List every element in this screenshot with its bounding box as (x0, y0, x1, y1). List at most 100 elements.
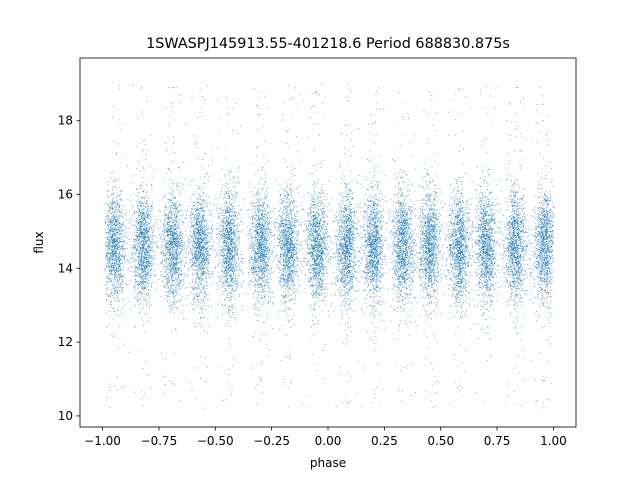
scatter-point (119, 217, 121, 219)
scatter-point (135, 275, 137, 277)
scatter-point (135, 254, 136, 255)
scatter-point (139, 230, 141, 231)
scatter-point (107, 266, 109, 268)
scatter-point (176, 257, 178, 259)
scatter-point (142, 215, 144, 217)
scatter-point (199, 176, 201, 178)
scatter-point (166, 269, 168, 271)
scatter-point (160, 352, 162, 354)
scatter-point (203, 303, 205, 304)
scatter-point (115, 290, 117, 291)
scatter-point (169, 246, 171, 248)
scatter-point (144, 253, 146, 255)
scatter-point (200, 377, 201, 379)
scatter-point (139, 232, 141, 234)
scatter-point (147, 320, 148, 322)
scatter-point (197, 288, 198, 290)
scatter-point (115, 251, 117, 252)
scatter-point (146, 274, 148, 275)
scatter-point (169, 199, 171, 201)
scatter-point (122, 249, 124, 251)
scatter-point (197, 229, 198, 231)
scatter-point (113, 230, 115, 232)
scatter-point (173, 228, 175, 230)
scatter-point (115, 216, 117, 218)
scatter-point (233, 278, 234, 280)
scatter-point (118, 265, 120, 267)
scatter-point (199, 203, 201, 205)
scatter-point (110, 226, 112, 227)
scatter-point (134, 286, 136, 288)
scatter-point (164, 226, 165, 228)
scatter-point (163, 223, 165, 225)
scatter-point (150, 260, 152, 262)
scatter-point (201, 96, 203, 97)
scatter-point (115, 206, 116, 208)
scatter-point (176, 245, 178, 247)
scatter-point (165, 276, 167, 278)
scatter-point (179, 282, 181, 284)
scatter-point (183, 214, 184, 216)
scatter-point (227, 269, 228, 271)
scatter-point (106, 289, 108, 290)
scatter-point (141, 233, 143, 235)
scatter-point (199, 277, 201, 279)
scatter-point (114, 243, 116, 245)
scatter-point (205, 195, 207, 197)
scatter-point (178, 227, 180, 229)
scatter-point (234, 198, 236, 200)
scatter-point (144, 255, 146, 257)
scatter-point (140, 268, 141, 270)
scatter-point (228, 270, 229, 271)
scatter-point (146, 292, 148, 294)
scatter-point (148, 244, 150, 245)
scatter-point (137, 273, 139, 274)
scatter-point (224, 270, 225, 272)
scatter-point (201, 207, 202, 209)
scatter-point (137, 199, 139, 201)
scatter-point (231, 274, 233, 275)
scatter-point (116, 297, 118, 299)
scatter-point (140, 281, 142, 283)
scatter-point (115, 221, 117, 223)
scatter-point (120, 266, 122, 268)
scatter-point (210, 214, 212, 216)
scatter-point (120, 223, 121, 225)
scatter-point (135, 290, 137, 292)
scatter-point (113, 219, 114, 221)
scatter-point (146, 205, 148, 207)
scatter-point (141, 281, 143, 282)
scatter-point (143, 281, 145, 283)
scatter-point (175, 218, 176, 220)
scatter-point (111, 253, 113, 255)
scatter-point (226, 182, 228, 184)
scatter-point (156, 245, 158, 247)
scatter-point (146, 217, 148, 218)
scatter-point (114, 247, 116, 249)
scatter-point (177, 222, 179, 224)
scatter-point (200, 299, 202, 300)
scatter-point (129, 271, 131, 272)
scatter-point (111, 271, 113, 272)
scatter-point (165, 193, 166, 195)
scatter-point (111, 212, 112, 214)
scatter-point (198, 211, 199, 213)
scatter-point (142, 203, 144, 205)
scatter-point (130, 257, 132, 259)
scatter-point (170, 288, 172, 290)
scatter-point (177, 278, 179, 280)
scatter-point (114, 246, 116, 248)
scatter-point (133, 295, 135, 297)
scatter-point (120, 223, 121, 225)
scatter-point (208, 274, 210, 276)
scatter-point (194, 303, 196, 305)
scatter-point (199, 112, 201, 114)
scatter-point (220, 229, 222, 231)
scatter-point (108, 261, 110, 263)
scatter-point (112, 285, 114, 287)
scatter-point (227, 183, 229, 185)
scatter-point (171, 217, 173, 219)
scatter-point (141, 244, 143, 246)
scatter-point (207, 239, 209, 241)
